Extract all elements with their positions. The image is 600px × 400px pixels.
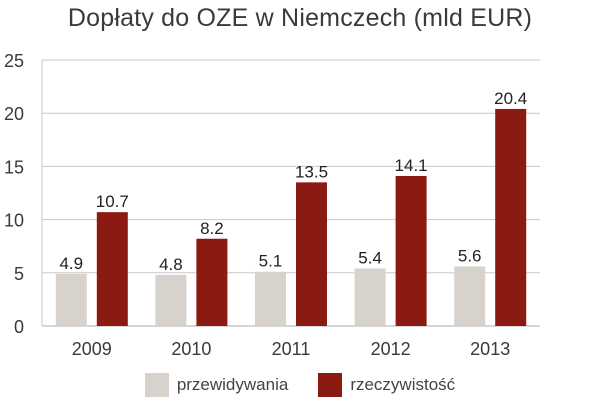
data-label-actual-2013: 20.4 <box>494 89 527 108</box>
bar-actual-2012 <box>395 175 427 326</box>
bar-actual-2009 <box>96 212 128 326</box>
legend-swatch-forecast <box>144 373 169 397</box>
y-tick-label: 15 <box>4 157 24 177</box>
y-tick-label: 10 <box>4 211 24 231</box>
data-label-actual-2010: 8.2 <box>200 219 224 238</box>
y-tick-label: 25 <box>4 51 24 71</box>
legend-label-forecast: przewidywania <box>176 375 289 394</box>
data-label-forecast-2012: 5.4 <box>358 249 382 268</box>
x-tick-label-2009: 2009 <box>72 339 112 359</box>
bar-forecast-2011 <box>255 271 286 326</box>
x-tick-label-2010: 2010 <box>171 339 211 359</box>
x-tick-label-2012: 2012 <box>371 339 411 359</box>
legend-item-actual: rzeczywistość <box>318 373 455 397</box>
x-tick-label-2013: 2013 <box>470 339 510 359</box>
data-labels: 4.9 10.7 4.8 8.2 5.1 13.5 5.4 14.1 5.6 20.4 <box>59 89 527 274</box>
data-label-forecast-2013: 5.6 <box>458 246 482 265</box>
data-label-forecast-2010: 4.8 <box>159 255 183 274</box>
bar-forecast-2009 <box>55 273 87 326</box>
data-label-actual-2012: 14.1 <box>395 156 428 175</box>
bar-forecast-2012 <box>354 268 386 326</box>
bar-actual-2010 <box>196 238 228 326</box>
y-tick-label: 5 <box>14 264 24 284</box>
bar-actual-2013 <box>495 108 527 326</box>
data-label-forecast-2011: 5.1 <box>259 252 283 271</box>
legend-item-forecast: przewidywania <box>144 373 289 397</box>
bar-actual-2011 <box>296 182 327 326</box>
y-axis-ticks: 0 5 10 15 20 25 <box>4 51 24 337</box>
x-tick-label-2011: 2011 <box>272 339 311 359</box>
bar-chart: 0 5 10 15 20 25 4.9 10.7 4.8 8.2 5.1 13.5 5.4 14.1 5.… <box>4 51 540 359</box>
y-tick-label: 0 <box>14 317 24 337</box>
legend-label-actual: rzeczywistość <box>350 375 456 394</box>
bar-forecast-2013 <box>454 266 486 326</box>
bar-forecast-2010 <box>155 274 187 326</box>
data-label-actual-2011: 13.5 <box>295 162 328 181</box>
y-tick-label: 20 <box>4 104 24 124</box>
x-axis-ticks: 2009 2010 2011 2012 2013 <box>72 339 510 359</box>
chart-title: Dopłaty do OZE w Niemczech (mld EUR) <box>67 4 533 32</box>
data-label-forecast-2009: 4.9 <box>59 254 83 273</box>
data-label-actual-2009: 10.7 <box>96 192 129 211</box>
legend-swatch-actual <box>318 373 343 397</box>
legend: przewidywania rzeczywistość <box>0 372 600 398</box>
bars <box>55 108 527 326</box>
